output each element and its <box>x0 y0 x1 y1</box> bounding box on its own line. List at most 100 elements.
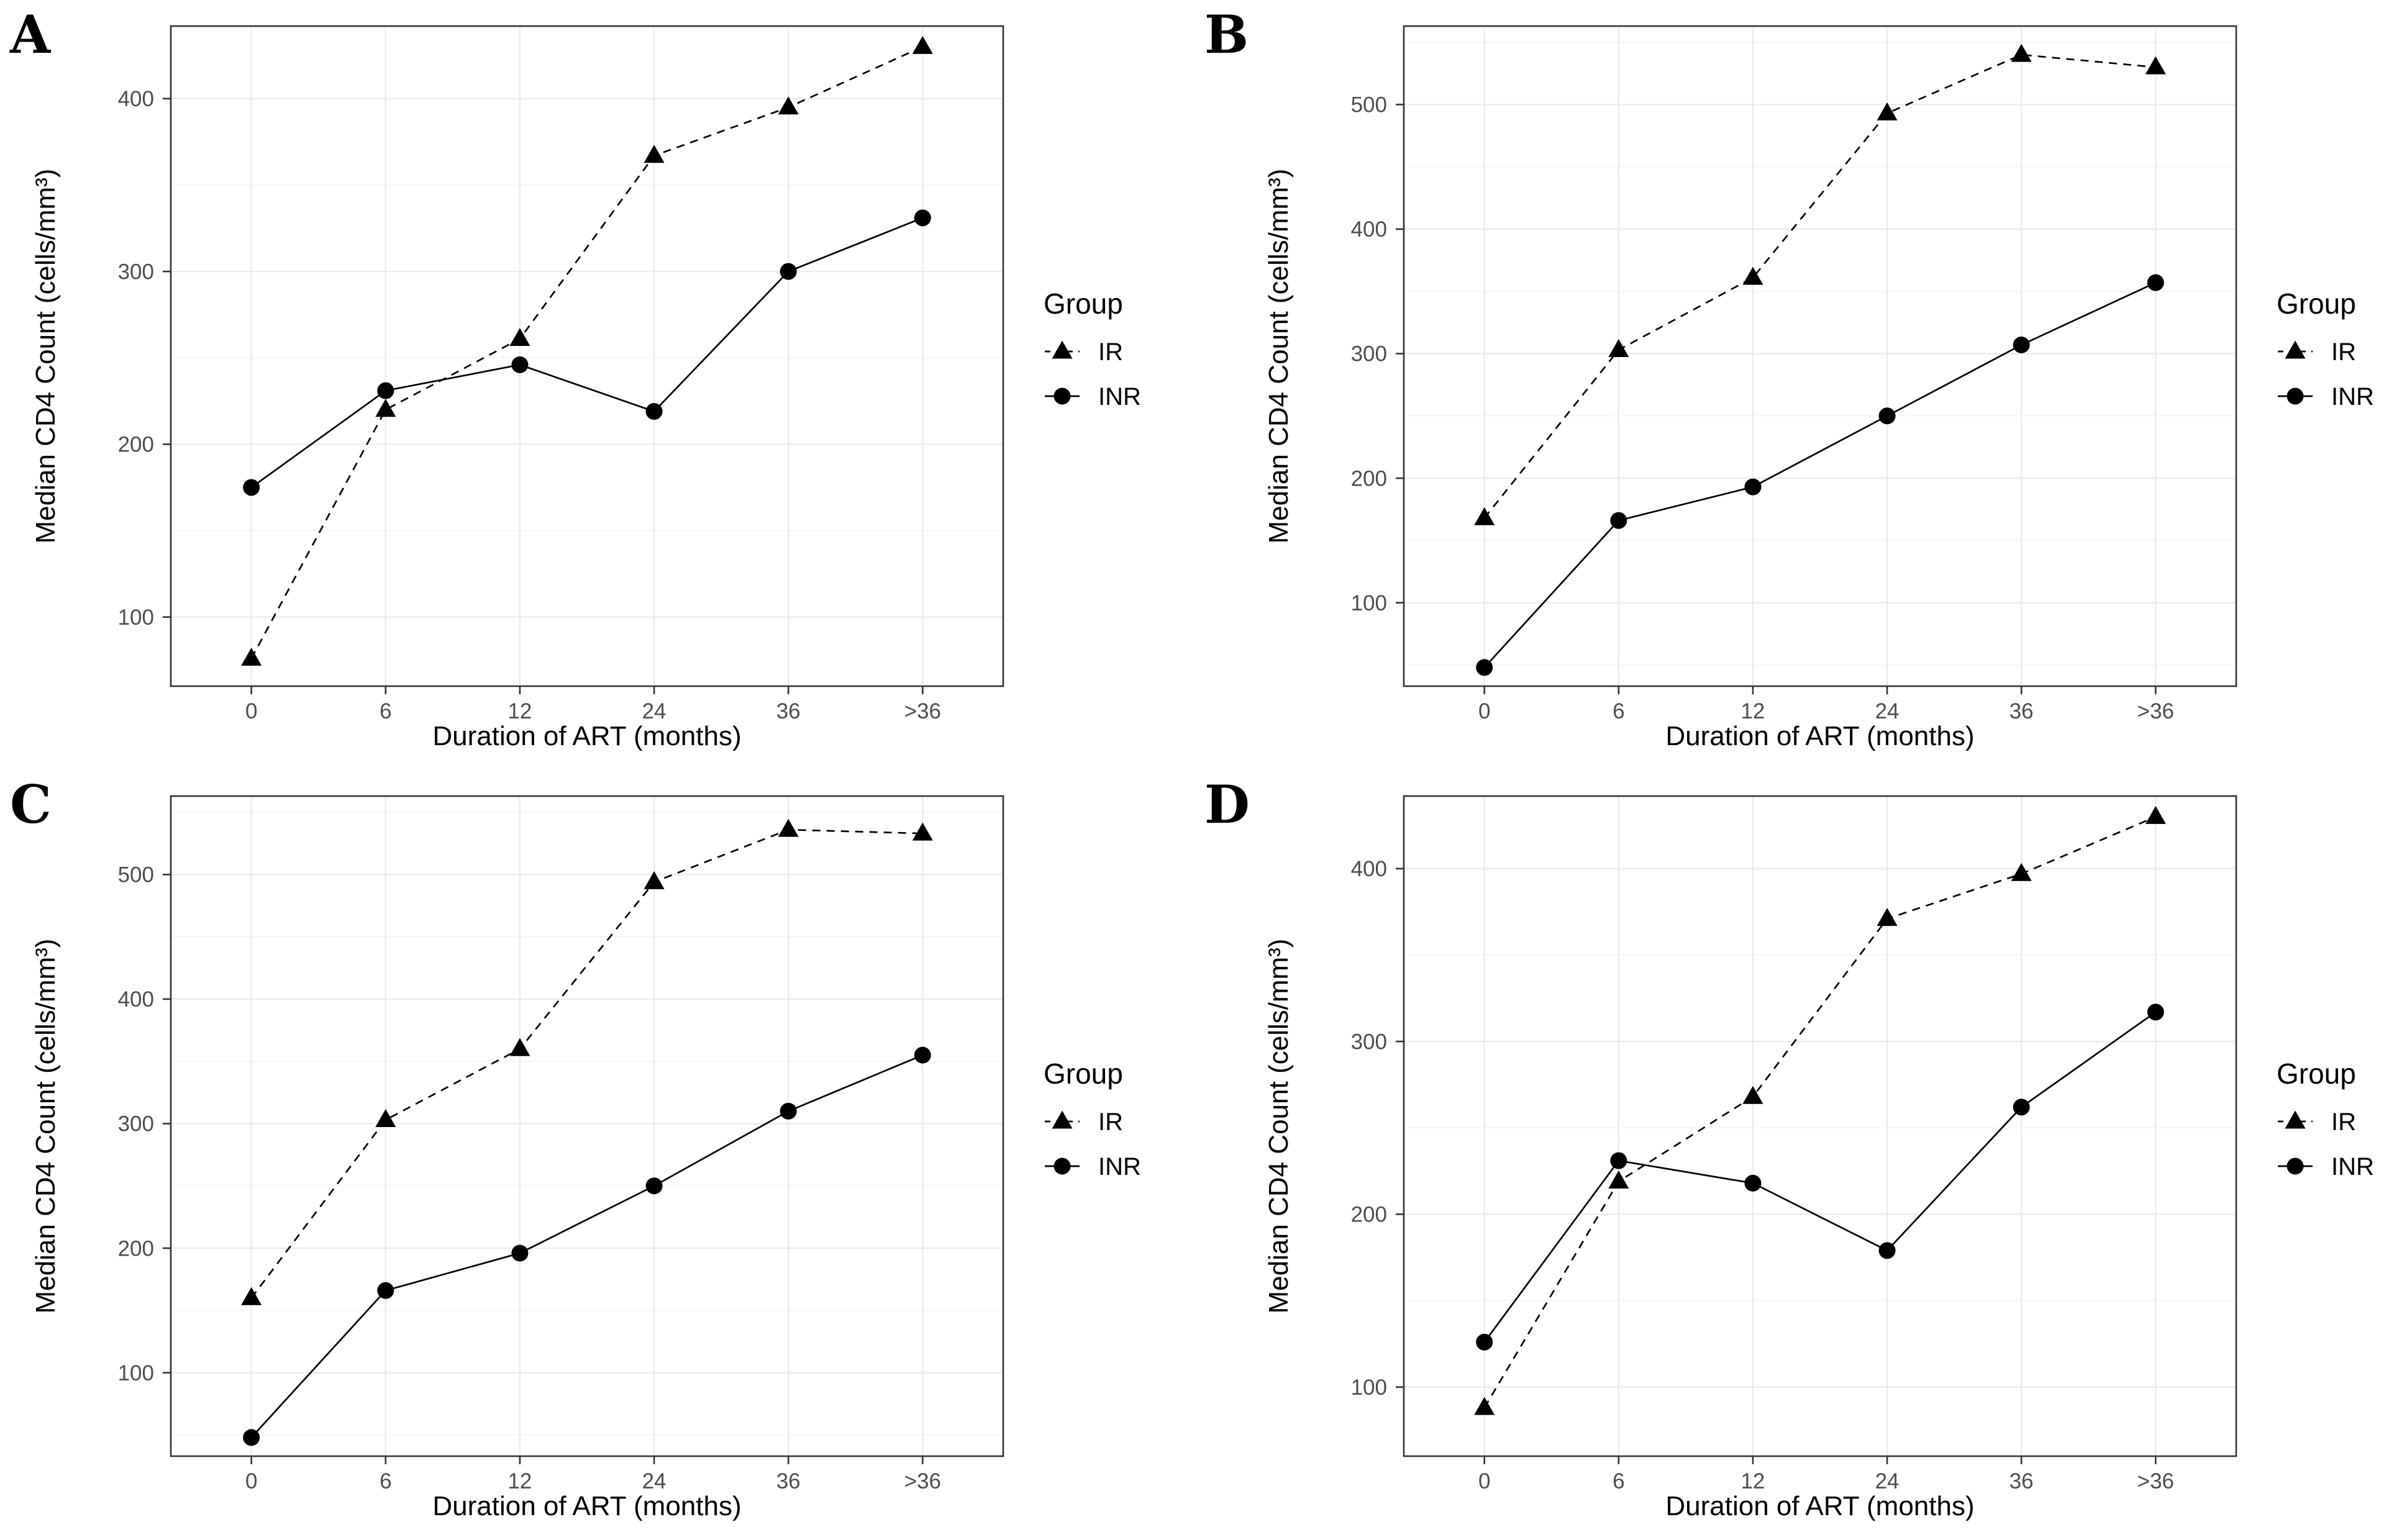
x-tick-label: 36 <box>2009 699 2034 723</box>
marker-triangle-IR <box>912 35 933 54</box>
y-tick-label: 100 <box>1351 591 1387 615</box>
chart-svg-a: 100 200 300 400 0 6 12 24 36 >36 Duration of ART (… <box>30 25 1141 751</box>
x-tick-label: 24 <box>1875 1469 1900 1493</box>
panel-label: A <box>10 4 51 65</box>
panel-label: B <box>1204 4 1249 65</box>
x-tick-label: 36 <box>2009 1469 2034 1493</box>
panel-border <box>170 25 1004 687</box>
y-tick-label: 400 <box>1351 217 1387 242</box>
panel-border <box>1403 25 2237 687</box>
marker-triangle-IR <box>1474 507 1495 525</box>
marker-triangle-IR <box>912 822 933 841</box>
marker-circle-INR <box>1744 1174 1762 1192</box>
x-tick-label: 12 <box>507 699 532 723</box>
marker-triangle-IR <box>241 1287 262 1305</box>
marker-circle-INR <box>243 479 260 496</box>
panel-border <box>170 795 1004 1457</box>
y-tick-label: 200 <box>1351 466 1387 491</box>
legend-key-marker-INR <box>1053 1157 1071 1175</box>
plot-background <box>171 796 1003 1456</box>
marker-circle-INR <box>1610 512 1627 529</box>
legend-key-marker-IR <box>2285 340 2306 359</box>
x-tick-label: 24 <box>642 699 667 723</box>
marker-triangle-IR <box>1474 1397 1495 1415</box>
marker-circle-INR <box>377 382 394 399</box>
x-tick-label: 0 <box>245 1469 257 1493</box>
y-axis-title: Median CD4 Count (cells/mm³) <box>30 939 61 1314</box>
legend-key-marker-IR <box>2285 1110 2306 1129</box>
panel-d: D 100 200 300 400 0 6 12 24 36 >36 Duration of ART… <box>1194 770 2389 1540</box>
marker-triangle-IR <box>2145 56 2166 75</box>
legend-title: Group <box>1044 1058 1123 1090</box>
plot-background <box>1404 26 2236 686</box>
x-tick-label: 12 <box>507 1469 532 1493</box>
marker-triangle-IR <box>509 1038 530 1056</box>
marker-triangle-IR <box>2011 863 2032 881</box>
marker-triangle-IR <box>1877 908 1898 926</box>
marker-triangle-IR <box>375 399 396 417</box>
y-tick-label: 100 <box>118 1361 154 1385</box>
y-tick-label: 200 <box>118 433 154 457</box>
y-axis-title: Median CD4 Count (cells/mm³) <box>1263 939 1294 1314</box>
marker-circle-INR <box>914 209 931 227</box>
x-tick-label: 6 <box>1613 1469 1624 1493</box>
legend-item-label: IR <box>1098 1108 1123 1136</box>
marker-circle-INR <box>645 1177 663 1195</box>
marker-triangle-IR <box>778 96 799 115</box>
legend-title: Group <box>2277 288 2356 320</box>
legend-title: Group <box>2277 1058 2356 1090</box>
marker-circle-INR <box>780 263 797 280</box>
panel-label: D <box>1204 774 1250 835</box>
marker-triangle-IR <box>1742 1085 1763 1104</box>
y-tick-label: 400 <box>118 87 154 111</box>
marker-triangle-IR <box>1877 102 1898 120</box>
legend-title: Group <box>1044 288 1123 320</box>
legend-key-marker-INR <box>2287 1157 2304 1175</box>
y-axis-title: Median CD4 Count (cells/mm³) <box>1263 169 1294 544</box>
legend-key-marker-IR <box>1052 1110 1073 1129</box>
marker-triangle-IR <box>509 328 530 346</box>
x-tick-label: 6 <box>380 699 391 723</box>
marker-circle-INR <box>645 403 663 420</box>
marker-circle-INR <box>780 1102 797 1120</box>
marker-circle-INR <box>1476 1333 1493 1351</box>
y-tick-label: 500 <box>118 863 154 887</box>
marker-triangle-IR <box>644 145 665 163</box>
marker-circle-INR <box>1744 478 1762 496</box>
y-tick-label: 400 <box>118 987 154 1012</box>
y-tick-label: 200 <box>1351 1203 1387 1227</box>
x-axis-title: Duration of ART (months) <box>432 721 741 751</box>
marker-triangle-IR <box>1742 266 1763 285</box>
panel-c: C 100 200 300 400 500 0 6 12 24 36 >36 Duration of … <box>0 770 1194 1540</box>
marker-triangle-IR <box>1608 1171 1629 1189</box>
chart-svg-b: 100 200 300 400 500 0 6 12 24 36 >36 Duration of AR… <box>1263 25 2374 751</box>
x-tick-label: 24 <box>1875 699 1900 723</box>
marker-triangle-IR <box>2145 805 2166 824</box>
marker-circle-INR <box>1610 1152 1627 1169</box>
x-tick-label: >36 <box>904 1469 941 1493</box>
panel-border <box>1403 795 2237 1457</box>
marker-triangle-IR <box>644 871 665 889</box>
x-tick-label: >36 <box>904 699 941 723</box>
marker-triangle-IR <box>1608 338 1629 357</box>
x-tick-label: >36 <box>2137 699 2174 723</box>
marker-circle-INR <box>2147 1003 2164 1021</box>
marker-circle-INR <box>1476 659 1493 676</box>
x-tick-label: 0 <box>1478 1469 1490 1493</box>
marker-circle-INR <box>1878 1242 1896 1259</box>
y-tick-label: 300 <box>118 260 154 284</box>
marker-circle-INR <box>2013 1098 2030 1116</box>
y-tick-label: 400 <box>1351 857 1387 881</box>
series-line-IR <box>1483 816 2156 1408</box>
panel-a: A 100 200 300 400 0 6 12 24 36 >36 Duration of ART… <box>0 0 1194 770</box>
legend-item-label: INR <box>1098 1153 1141 1180</box>
plot-background <box>171 26 1003 686</box>
x-axis-title: Duration of ART (months) <box>1665 1491 1974 1521</box>
series-line-IR <box>1483 53 2156 519</box>
legend-item-label: INR <box>2331 383 2374 410</box>
series-line-IR <box>250 46 923 659</box>
legend-key-marker-IR <box>1052 340 1073 359</box>
legend-item-label: IR <box>1098 338 1123 366</box>
x-tick-label: 24 <box>642 1469 667 1493</box>
y-tick-label: 500 <box>1351 93 1387 117</box>
